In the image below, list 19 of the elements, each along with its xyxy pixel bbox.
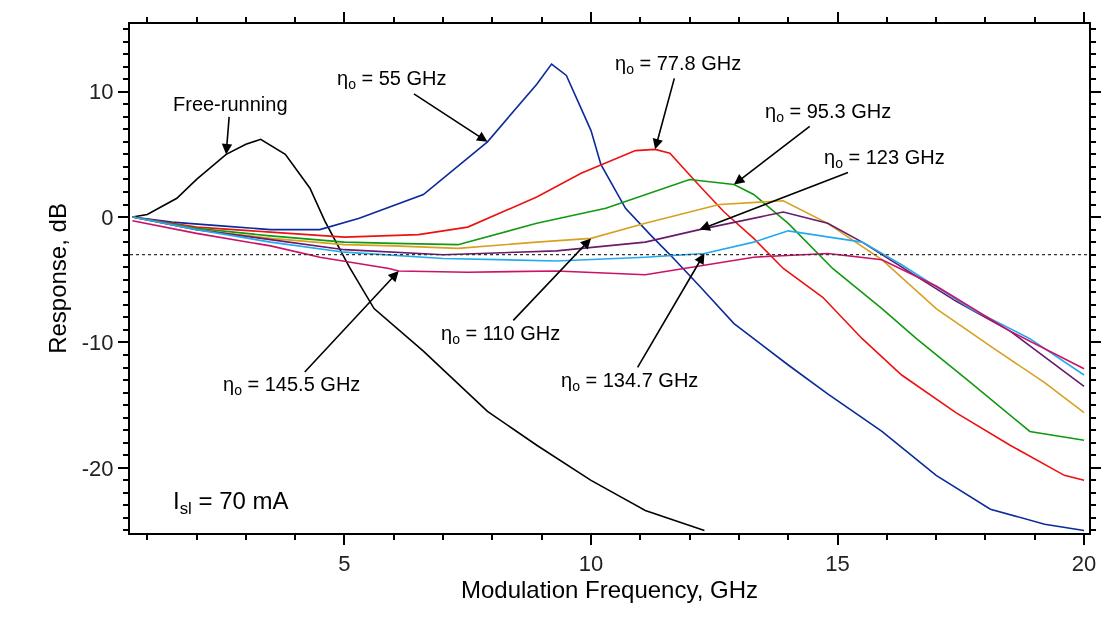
x-tick-label: 20 (1071, 551, 1097, 577)
annotation: η$_{o}$ = 134.7 GHz (561, 369, 699, 395)
x-tick-label: 5 (338, 551, 351, 577)
y-axis-title: Response, dB (44, 203, 72, 354)
annotation: η$_{o}$ = 77.8 GHz (615, 52, 742, 78)
x-tick-label: 15 (825, 551, 850, 577)
y-tick-label: 0 (101, 204, 114, 230)
annotation: η$_{o}$ = 55 GHz (337, 67, 447, 93)
annotation: η$_{o}$ = 95.3 GHz (765, 100, 892, 126)
annotation: η$_{o}$ = 145.5 GHz (223, 373, 361, 399)
y-tick-label: -10 (81, 330, 114, 356)
annotation: η$_{o}$ = 123 GHz (824, 146, 945, 172)
y-tick-label: -20 (81, 455, 114, 481)
annotation: η$_{o}$ = 110 GHz (441, 322, 561, 348)
y-tick-label: 10 (89, 79, 114, 105)
annotation: I$_{sl}$ = 70 mA (173, 487, 289, 519)
annotation: Free-running (173, 93, 288, 115)
x-tick-label: 10 (578, 551, 604, 577)
x-axis-title: Modulation Frequency, GHz (460, 576, 759, 604)
